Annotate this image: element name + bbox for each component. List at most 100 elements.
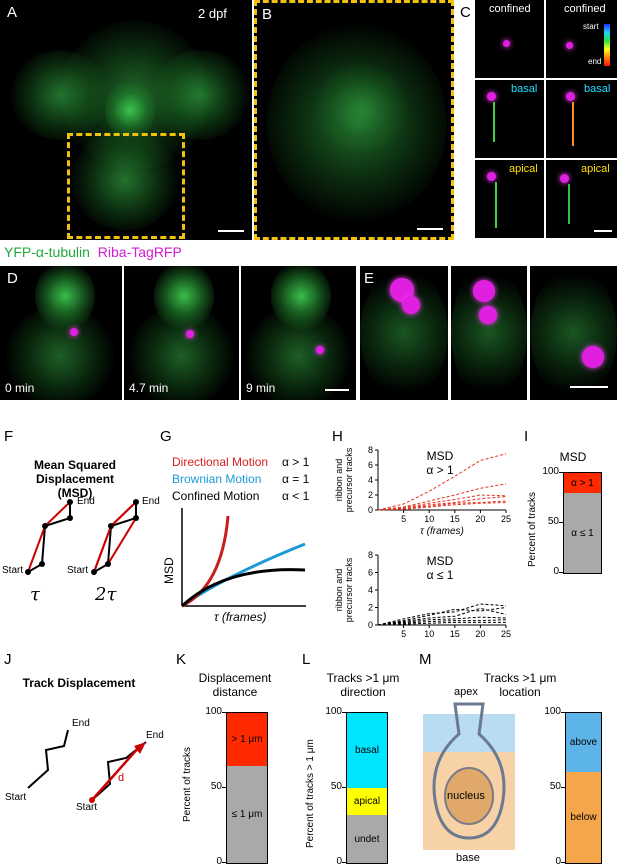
colorbar [604, 24, 610, 66]
msd-diagram [25, 499, 139, 575]
y-tick-label: 2 [368, 603, 373, 613]
y-tick-mark [342, 862, 346, 863]
scale-bar [417, 228, 443, 230]
x-tick-label: 15 [450, 514, 460, 524]
y-tick-mark [222, 787, 226, 788]
x-tick-label: 20 [475, 514, 485, 524]
y-tick-label: 4 [368, 475, 373, 485]
panel-c: C confined confined start end basal basa… [458, 0, 617, 240]
chart-subtitle: α > 1 [426, 463, 454, 477]
d-frame-1: 0 min [0, 266, 122, 400]
c-apical-1: apical [475, 160, 544, 238]
c-basal-1: basal [475, 80, 544, 158]
y-tick-label: 100 [542, 466, 559, 477]
y-tick-label: 0 [553, 566, 559, 577]
panel-letter-f: F [4, 428, 14, 445]
stack-segment: below [566, 770, 601, 863]
e-frame-2 [451, 266, 527, 400]
x-tick-label: 25 [501, 514, 511, 524]
msd-title: Mean Squared Displacement (MSD) [33, 458, 117, 500]
chart-title: MSD [427, 449, 454, 463]
stack-segment: > 1 μm [227, 712, 267, 766]
displacement-diagram [27, 729, 147, 803]
series-line [377, 607, 507, 626]
y-tick-mark [561, 862, 565, 863]
y-tick-mark [342, 712, 346, 713]
location-stacked-bar: below above [565, 712, 602, 864]
y-axis-label: precursor tracks [344, 447, 354, 512]
c-confined-1: confined [475, 0, 544, 78]
y-tick-label: 4 [368, 585, 373, 595]
panel-letter-b: B [262, 6, 273, 23]
e-frame-3 [530, 266, 617, 400]
d-frame-3: 9 min [241, 266, 356, 400]
panel-letter-a: A [7, 4, 18, 21]
series-line [377, 616, 507, 626]
y-tick-label: 6 [368, 568, 373, 578]
channel-legend: YFP-α-tubulin Riba-TagRFP [4, 244, 182, 260]
stack-segment: α > 1 [564, 472, 601, 493]
y-tick-label: 0 [368, 505, 373, 515]
x-tick-label: 10 [424, 514, 434, 524]
panel-letter-k: K [176, 651, 187, 668]
x-tick-label: 5 [401, 629, 406, 639]
stack-segment: apical [347, 787, 387, 815]
y-tick-label: 100 [544, 706, 561, 717]
e-frame-1: E [360, 266, 448, 400]
age-label: 2 dpf [198, 6, 227, 21]
panel-letter-j: J [4, 651, 12, 668]
series-line [377, 619, 507, 626]
y-axis-label: ribbon and [334, 459, 344, 502]
displacement-stacked-bar: ≤ 1 μm > 1 μm [226, 712, 268, 864]
y-tick-mark [559, 522, 563, 523]
y-tick-label: 0 [216, 856, 222, 867]
y-tick-label: 100 [205, 706, 222, 717]
c-confined-2: confined start end [546, 0, 617, 78]
y-tick-mark [561, 787, 565, 788]
y-tick-mark [222, 712, 226, 713]
y-tick-label: 50 [549, 781, 561, 792]
panel-letter-l: L [302, 651, 311, 668]
series-line [377, 496, 507, 511]
y-tick-mark [559, 472, 563, 473]
y-axis-label: precursor tracks [344, 557, 354, 622]
x-tick-label: 5 [401, 514, 406, 524]
panel-letter-h: H [332, 428, 343, 445]
panel-letter-e: E [364, 270, 375, 287]
series-line [377, 453, 507, 511]
y-tick-label: 8 [368, 550, 373, 560]
chart-subtitle: α ≤ 1 [427, 568, 454, 582]
stack-segment: basal [347, 712, 387, 788]
stack-segment: ≤ 1 μm [227, 764, 267, 863]
y-tick-mark [342, 787, 346, 788]
direction-stacked-bar: undet apical basal [346, 712, 388, 864]
stack-segment: undet [347, 814, 387, 863]
panel-letter-m: M [419, 651, 432, 668]
series-line [377, 502, 507, 511]
x-tick-label: 10 [424, 629, 434, 639]
chart-title: MSD [427, 554, 454, 568]
panel-letter-c: C [460, 4, 471, 21]
y-tick-label: 50 [330, 781, 342, 792]
y-tick-mark [559, 572, 563, 573]
series-line [377, 607, 507, 626]
panel-letter-d: D [7, 270, 18, 287]
panel-a-image: A 2 dpf [0, 0, 252, 240]
x-tick-label: 15 [450, 629, 460, 639]
y-tick-label: 50 [547, 516, 559, 527]
x-tick-label: 20 [475, 629, 485, 639]
y-tick-label: 8 [368, 445, 373, 455]
y-tick-label: 50 [210, 781, 222, 792]
yfp-label: YFP-α-tubulin [4, 244, 90, 260]
y-tick-mark [222, 862, 226, 863]
series-line [377, 603, 507, 626]
stack-segment: above [566, 712, 601, 772]
y-axis-label: ribbon and [334, 569, 344, 612]
series-line [377, 500, 507, 511]
panel-b-image: B [254, 0, 454, 240]
y-tick-label: 0 [555, 856, 561, 867]
panel-letter-g: G [160, 428, 172, 445]
